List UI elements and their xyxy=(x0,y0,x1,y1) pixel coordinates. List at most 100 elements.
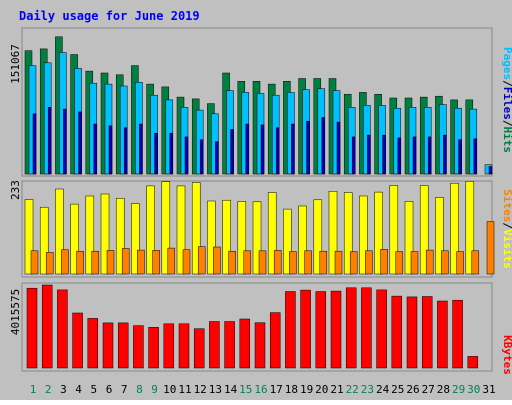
sites-bar xyxy=(395,251,404,275)
x-axis-label-day-7: 7 xyxy=(121,383,128,396)
pages-bar xyxy=(397,137,402,175)
x-axis-label-day-2: 2 xyxy=(45,383,52,396)
kbytes-bar xyxy=(315,291,327,369)
sites-bar xyxy=(91,250,100,275)
legend-visits: Visits xyxy=(501,229,512,269)
x-axis-label-day-1: 1 xyxy=(30,383,37,396)
visits-bar xyxy=(161,181,171,275)
pages-bar xyxy=(154,132,158,175)
kbytes-bar xyxy=(452,299,463,369)
x-axis-label-day-27: 27 xyxy=(422,383,435,396)
x-axis-label-day-17: 17 xyxy=(270,383,283,396)
visits-bar xyxy=(267,192,277,275)
kbytes-bar xyxy=(437,300,448,369)
pages-bar xyxy=(199,139,204,175)
sites-bar xyxy=(197,246,206,275)
visits-bar xyxy=(55,188,64,275)
kbytes-bar xyxy=(285,291,296,369)
kbytes-bar xyxy=(41,284,53,369)
sites-bar xyxy=(106,250,115,275)
x-axis-label-day-30: 30 xyxy=(467,383,480,396)
kbytes-bars xyxy=(26,284,479,369)
hits-panel-max-label: 151067 xyxy=(9,44,22,84)
sites-bar xyxy=(365,250,373,275)
sites-bar xyxy=(456,251,464,275)
kbytes-bar xyxy=(376,289,387,369)
kbytes-bar xyxy=(57,289,68,369)
legend-separator: / xyxy=(501,222,512,229)
sites-bar xyxy=(380,249,388,275)
kbytes-panel-max-label: 4015575 xyxy=(9,289,22,335)
visits-bar xyxy=(283,208,292,275)
sites-bar xyxy=(76,250,84,275)
visits-bar xyxy=(435,197,444,275)
sites-bar xyxy=(319,250,328,275)
visits-bar xyxy=(450,182,459,275)
kbytes-bar xyxy=(467,356,479,369)
sites-bar xyxy=(273,250,282,275)
pages-bar xyxy=(351,136,356,175)
visits-bar xyxy=(39,206,49,275)
x-axis-label-day-6: 6 xyxy=(106,383,113,396)
x-axis-label-day-20: 20 xyxy=(315,383,328,396)
pages-bar xyxy=(184,136,189,175)
pages-bar xyxy=(123,127,128,175)
legend-separator: / xyxy=(501,120,512,127)
sites-bar xyxy=(441,250,449,275)
kbytes-bar xyxy=(300,289,311,369)
pages-bar xyxy=(47,107,52,175)
hits-files-pages-bars xyxy=(24,36,493,175)
pages-bar xyxy=(306,120,310,175)
visits-bar xyxy=(176,185,186,275)
pages-bar xyxy=(443,134,447,175)
x-axis-label-day-4: 4 xyxy=(75,383,82,396)
kbytes-bar xyxy=(406,296,418,369)
legend-separator: / xyxy=(501,80,512,87)
visits-bar xyxy=(222,199,231,275)
pages-bar xyxy=(230,129,234,175)
chart-title: Daily usage for June 2019 xyxy=(19,9,200,23)
visits-bar xyxy=(343,192,353,275)
x-axis-label-day-29: 29 xyxy=(452,383,465,396)
legend-hits: Hits xyxy=(501,127,512,154)
sites-bar xyxy=(258,250,267,275)
pages-bar xyxy=(63,108,67,175)
sites-bar xyxy=(349,251,358,275)
kbytes-bar xyxy=(421,296,433,369)
sites-bar xyxy=(486,221,495,275)
x-axis-label-day-22: 22 xyxy=(346,383,359,396)
pages-bar xyxy=(275,127,280,175)
x-axis-label-day-31: 31 xyxy=(482,383,495,396)
x-axis-label-day-18: 18 xyxy=(285,383,298,396)
visits-bar xyxy=(237,201,247,275)
visits-bar xyxy=(298,205,307,275)
kbytes-bar xyxy=(133,325,144,369)
kbytes-bar xyxy=(193,328,205,369)
visits-sites-bars xyxy=(24,181,495,275)
kbytes-bar xyxy=(345,287,357,369)
kbytes-bar xyxy=(72,312,83,369)
pages-bar xyxy=(336,121,341,175)
sites-bar xyxy=(213,246,221,275)
x-axis-label-day-10: 10 xyxy=(163,383,176,396)
sites-bar xyxy=(182,249,191,275)
hits-files-pages-legend: Pages/Files/Hits xyxy=(501,47,512,153)
x-axis-label-day-25: 25 xyxy=(391,383,404,396)
visits-bar xyxy=(131,203,140,275)
pages-bar xyxy=(108,125,113,175)
visits-bar xyxy=(146,185,155,275)
visits-bar xyxy=(328,191,338,275)
x-axis-label-day-19: 19 xyxy=(300,383,313,396)
pages-bar xyxy=(473,138,478,175)
legend-files: Files xyxy=(501,87,512,120)
kbytes-bar xyxy=(254,322,266,369)
sites-bar xyxy=(304,250,312,275)
sites-bar xyxy=(45,252,54,275)
legend-kbytes: KBytes xyxy=(501,335,512,375)
visits-bar xyxy=(359,195,368,275)
kbytes-bar xyxy=(269,312,281,369)
pages-bar xyxy=(93,123,98,175)
x-axis-label-day-23: 23 xyxy=(361,383,374,396)
sites-bar xyxy=(121,248,130,275)
